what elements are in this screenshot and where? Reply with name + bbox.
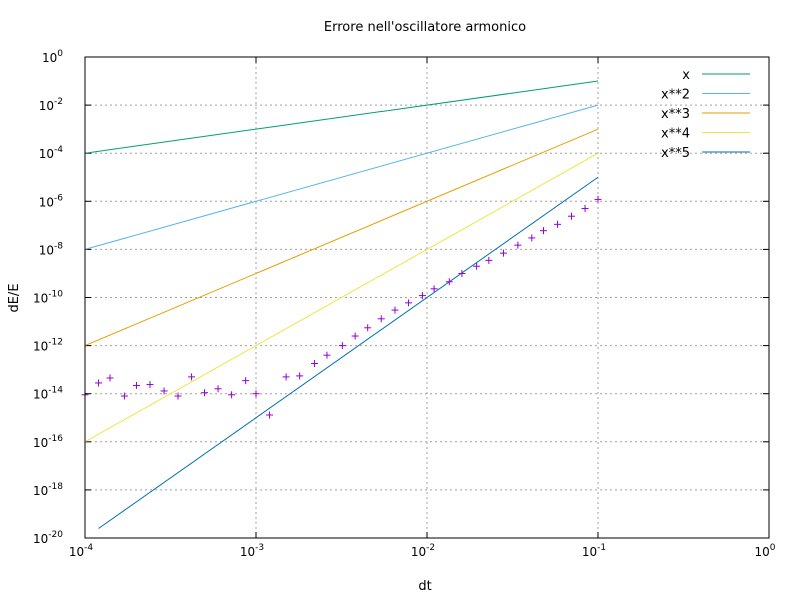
scatter-point (201, 389, 209, 397)
y-tick-label: 10-8 (39, 241, 64, 257)
y-axis-label: dE/E (7, 283, 22, 312)
series-line-2 (84, 104, 599, 250)
scatter-point (266, 411, 274, 419)
scatter-point (214, 385, 222, 393)
scatter-point (364, 324, 372, 332)
chart-title: Errore nell'oscillatore armonico (324, 20, 526, 35)
ticks: 10-4 10-3 10-2 10-1 100 10-20 10-18 10-16 10-14 1… (33, 49, 776, 559)
scatter-point (323, 351, 331, 359)
scatter-point (514, 241, 522, 249)
scatter-point (188, 373, 196, 381)
scatter-point (391, 306, 399, 314)
scatter-point (445, 278, 453, 286)
scatter-point (160, 387, 168, 395)
legend-label: x**2 (661, 88, 690, 103)
scatter-point (282, 373, 290, 381)
scatter-point (581, 205, 589, 213)
legend-label: x**5 (661, 146, 690, 161)
y-tick-label: 10-4 (39, 145, 64, 161)
scatter-point (528, 234, 536, 242)
scatter-point (418, 292, 426, 300)
scatter-point (485, 256, 493, 264)
scatter-point (146, 381, 154, 389)
scatter-point (228, 391, 236, 399)
scatter-layer (81, 195, 602, 419)
scatter-point (338, 342, 346, 350)
scatter-point (554, 220, 562, 228)
series-line-3 (84, 128, 599, 347)
y-tick-label: 100 (42, 49, 63, 65)
scatter-point (132, 381, 140, 389)
y-tick-label: 10-2 (39, 97, 63, 113)
scatter-point (95, 379, 103, 387)
y-tick-label: 10-20 (33, 530, 63, 546)
scatter-point (242, 377, 250, 385)
scatter-point (120, 392, 128, 400)
scatter-point (499, 249, 507, 257)
plot-frame (84, 56, 770, 539)
scatter-point (174, 392, 182, 400)
y-tick-label: 10-10 (33, 290, 63, 306)
scatter-point (430, 285, 438, 293)
x-tick-label: 10-4 (69, 543, 94, 559)
x-tick-label: 10-2 (411, 543, 435, 559)
scatter-point (351, 332, 359, 340)
y-tick-label: 10-14 (33, 386, 63, 402)
y-tick-label: 10-6 (39, 193, 64, 209)
series-line-1 (84, 80, 599, 154)
series-layer (84, 80, 599, 529)
scatter-point (594, 195, 602, 203)
scatter-point (252, 390, 260, 398)
series-line-5 (98, 176, 599, 529)
scatter-point (377, 315, 385, 323)
scatter-point (473, 262, 481, 270)
y-tick-label: 10-12 (33, 338, 63, 354)
legend-label: x**4 (661, 127, 690, 142)
x-axis-label: dt (418, 579, 431, 594)
scatter-point (296, 372, 304, 380)
scatter-point (539, 227, 547, 235)
scatter-point (106, 374, 114, 382)
x-tick-label: 10-1 (582, 543, 606, 559)
x-tick-label: 100 (754, 543, 775, 559)
scatter-point (458, 269, 466, 277)
series-line-4 (84, 152, 599, 443)
scatter-point (405, 299, 413, 307)
scatter-point (311, 360, 319, 368)
x-tick-label: 10-3 (240, 543, 264, 559)
y-tick-label: 10-16 (33, 434, 63, 450)
scatter-point (568, 212, 576, 220)
legend-label: x (682, 68, 690, 83)
y-tick-label: 10-18 (33, 482, 63, 498)
legend: x x**2 x**3 x**4 x**5 (661, 68, 750, 161)
legend-label: x**3 (661, 107, 690, 122)
